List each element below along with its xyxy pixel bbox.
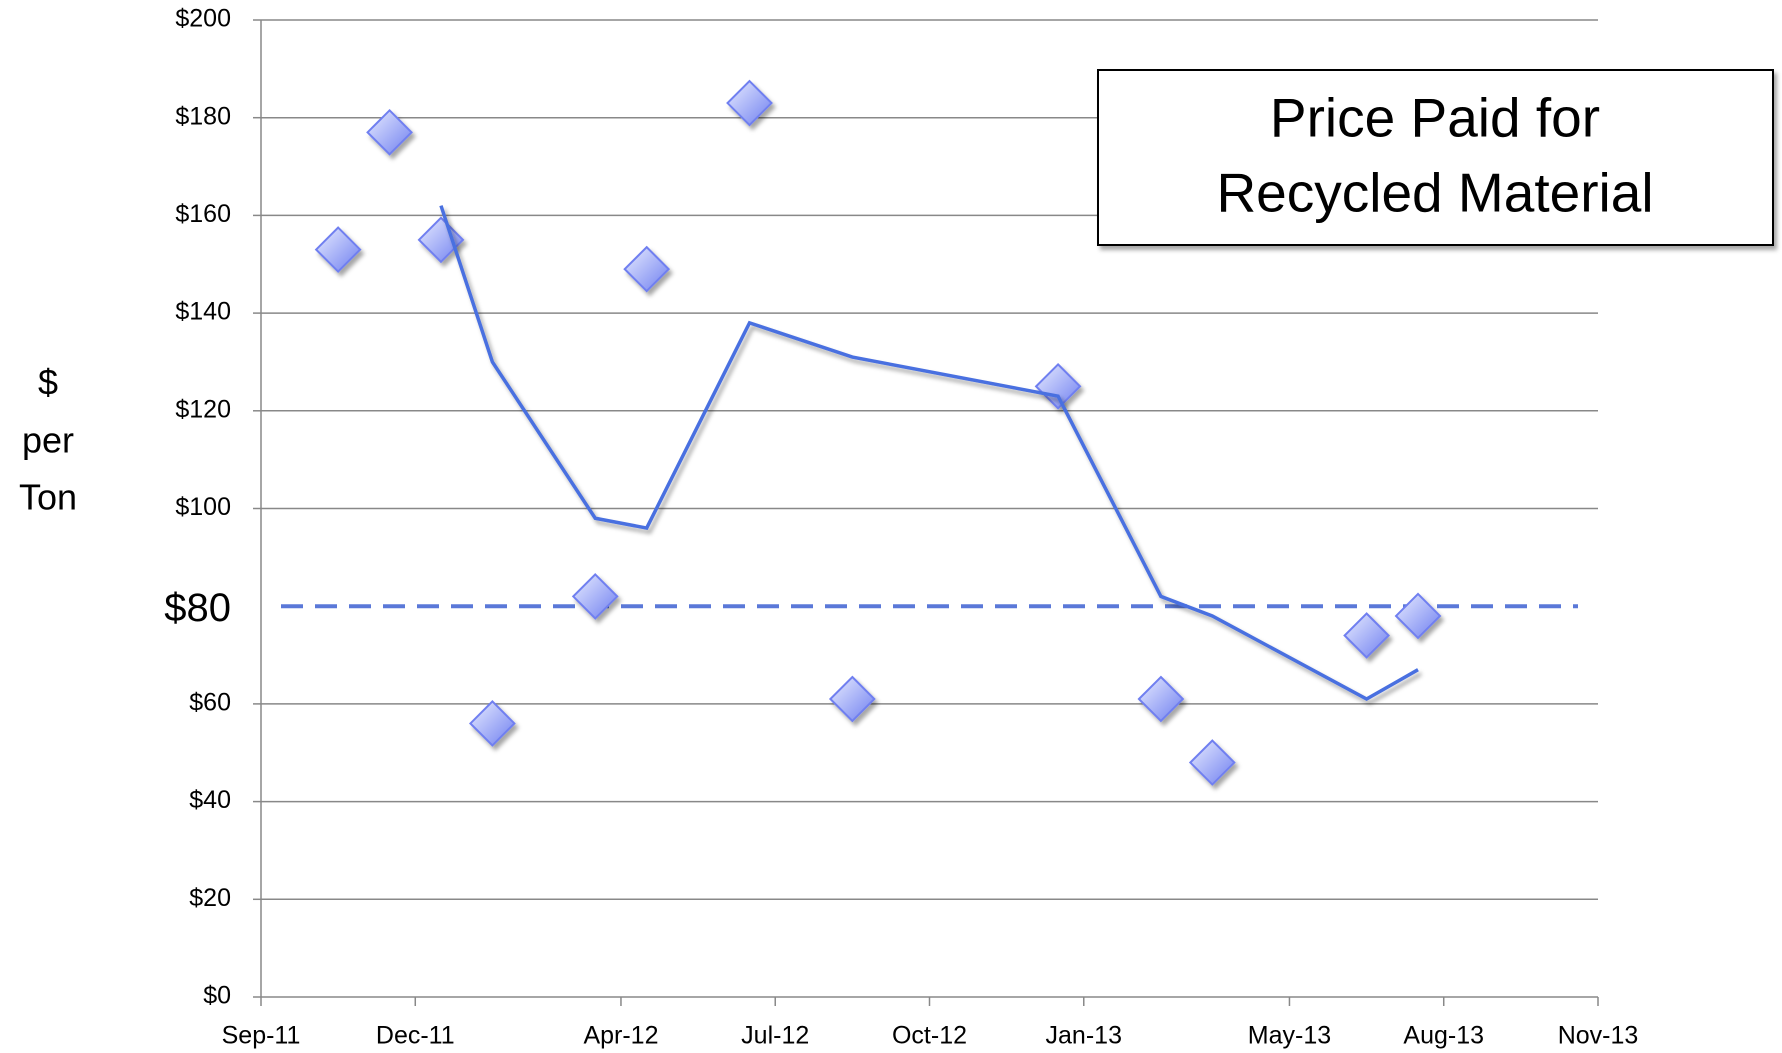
marker xyxy=(1188,739,1236,786)
x-tick-label: Apr-12 xyxy=(583,1022,658,1050)
x-tick-label: Jul-12 xyxy=(741,1022,809,1050)
x-tick-label: Nov-13 xyxy=(1558,1022,1639,1050)
title-box: Price Paid for Recycled Material xyxy=(1097,69,1774,246)
chart-title: Price Paid for xyxy=(1270,87,1600,149)
y-axis-label: per xyxy=(22,420,74,461)
y-tick-label: $120 xyxy=(175,395,231,423)
x-tick-label: Jan-13 xyxy=(1046,1022,1122,1050)
x-tick-label: Oct-12 xyxy=(892,1022,967,1050)
chart-title: Recycled Material xyxy=(1216,162,1653,224)
y-tick-label: $0 xyxy=(203,982,231,1010)
x-tick-label: Aug-13 xyxy=(1403,1022,1484,1050)
reference-label: $80 xyxy=(164,586,231,630)
marker xyxy=(468,700,516,747)
marker xyxy=(314,226,362,274)
marker xyxy=(623,245,671,293)
marker xyxy=(1343,612,1391,659)
marker xyxy=(1034,362,1082,410)
marker xyxy=(1394,592,1442,640)
y-tick-label: $60 xyxy=(189,689,231,717)
y-axis-label: Ton xyxy=(19,477,77,518)
x-tick-label: May-13 xyxy=(1248,1022,1331,1050)
marker xyxy=(1137,675,1185,723)
marker xyxy=(828,675,876,723)
y-tick-label: $140 xyxy=(175,298,231,326)
y-tick-label: $20 xyxy=(189,884,231,912)
x-tick-label: Dec-11 xyxy=(376,1022,455,1050)
y-tick-label: $180 xyxy=(175,102,231,130)
y-tick-label: $40 xyxy=(189,786,231,814)
y-tick-label: $160 xyxy=(175,200,231,228)
marker xyxy=(417,216,465,264)
y-tick-label: $200 xyxy=(175,5,231,33)
x-tick-label: Sep-11 xyxy=(222,1022,301,1050)
marker xyxy=(726,79,773,127)
marker xyxy=(571,573,619,620)
line xyxy=(439,205,1419,702)
y-tick-label: $100 xyxy=(175,493,231,521)
y-axis-label: $ xyxy=(38,362,58,403)
marker xyxy=(366,108,413,156)
title-frame xyxy=(1097,69,1774,246)
